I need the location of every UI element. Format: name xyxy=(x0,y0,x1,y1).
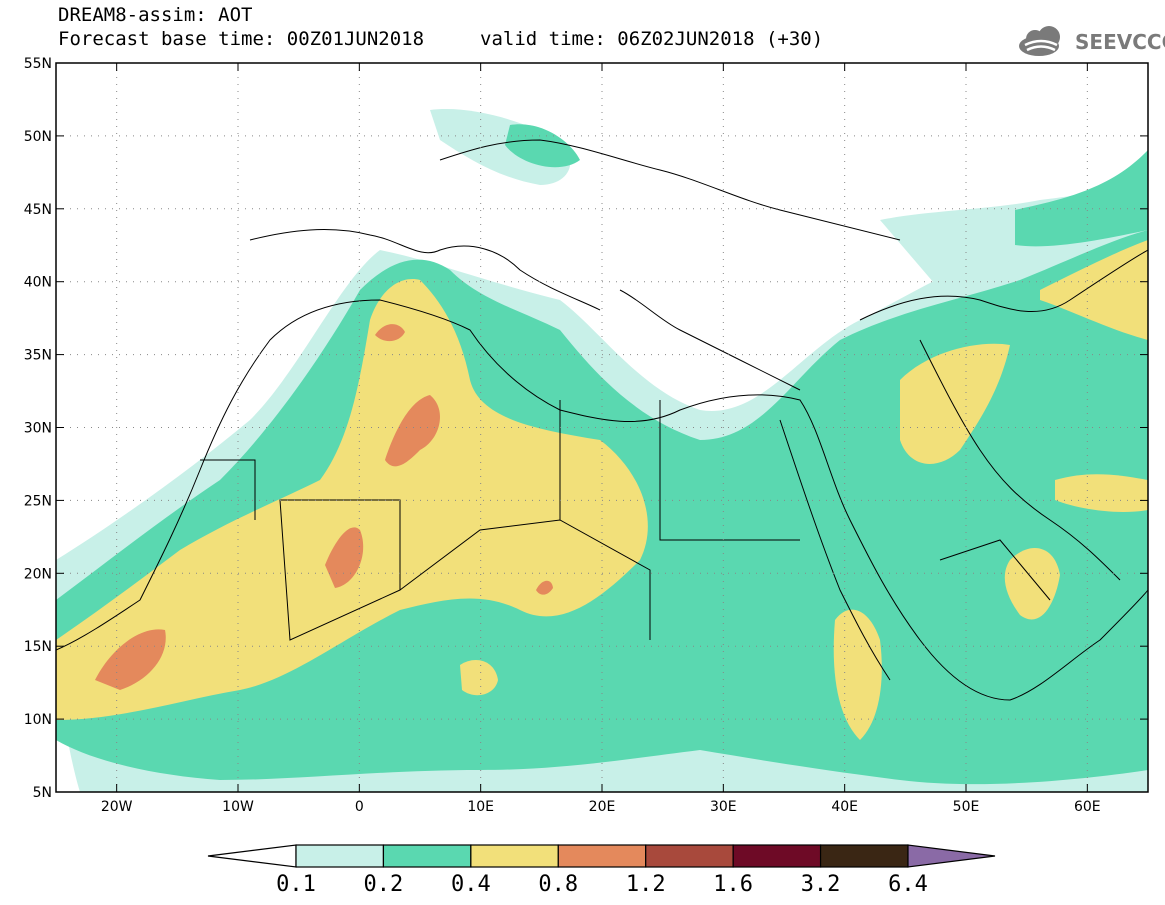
lon-tick-label: 20E xyxy=(589,799,616,815)
colorbar-label: 0.2 xyxy=(364,872,404,897)
lat-tick-label: 15N xyxy=(24,639,52,655)
lat-tick-label: 45N xyxy=(24,202,52,218)
cloud-icon xyxy=(1019,26,1060,56)
logo-text: SEEVCCC xyxy=(1075,30,1165,54)
lat-tick-label: 5N xyxy=(33,785,52,801)
colorbar-box xyxy=(295,844,385,868)
lat-tick-label: 20N xyxy=(24,566,52,582)
chart-title: DREAM8-assim: AOT xyxy=(58,4,253,26)
lat-tick-label: 50N xyxy=(24,129,52,145)
aot-contour-0.8 xyxy=(95,324,553,690)
colorbar-label: 6.4 xyxy=(888,872,928,897)
lat-tick-label: 40N xyxy=(24,275,52,291)
colorbar-label: 3.2 xyxy=(801,872,841,897)
colorbar-box xyxy=(645,844,734,868)
valid-time: valid time: 06Z02JUN2018 (+30) xyxy=(480,28,824,50)
aot-field xyxy=(56,109,1148,792)
axis-labels: 5N 10N 15N 20N 25N 30N 35N 40N 45N 50N 55N 20W 10W 0 1… xyxy=(24,56,1101,815)
colorbar-box xyxy=(557,844,647,868)
colorbar-box xyxy=(732,844,822,868)
lon-tick-label: 10W xyxy=(222,799,254,815)
colorbar-label: 0.1 xyxy=(276,872,316,897)
lat-tick-label: 10N xyxy=(24,712,52,728)
lat-tick-label: 55N xyxy=(24,56,52,72)
colorbar-over-arrow xyxy=(907,844,996,868)
lon-tick-label: 40E xyxy=(831,799,858,815)
colorbar-under-arrow xyxy=(207,844,297,868)
colorbar-label: 1.6 xyxy=(713,872,753,897)
lon-tick-label: 50E xyxy=(953,799,980,815)
axis-ticks xyxy=(56,62,1148,793)
lon-tick-label: 60E xyxy=(1074,799,1101,815)
colorbar-label: 1.2 xyxy=(626,872,666,897)
lon-tick-label: 0 xyxy=(355,799,364,815)
coastlines xyxy=(56,139,1148,701)
colorbar-label: 0.4 xyxy=(451,872,491,897)
colorbar-label: 0.8 xyxy=(538,872,578,897)
lon-tick-label: 10E xyxy=(467,799,494,815)
lat-tick-label: 35N xyxy=(24,348,52,364)
lat-tick-label: 30N xyxy=(24,421,52,437)
lat-tick-label: 25N xyxy=(24,493,52,509)
colorbar-box xyxy=(470,844,559,868)
colorbar-box xyxy=(819,844,909,868)
gridlines xyxy=(56,63,1148,792)
forecast-base-time: Forecast base time: 00Z01JUN2018 xyxy=(58,28,425,50)
lon-tick-label: 30E xyxy=(710,799,737,815)
colorbar-box xyxy=(382,844,472,868)
lon-tick-label: 20W xyxy=(101,799,133,815)
colorbar: 0.1 0.2 0.4 0.8 1.2 1.6 3.2 6.4 xyxy=(207,844,996,897)
